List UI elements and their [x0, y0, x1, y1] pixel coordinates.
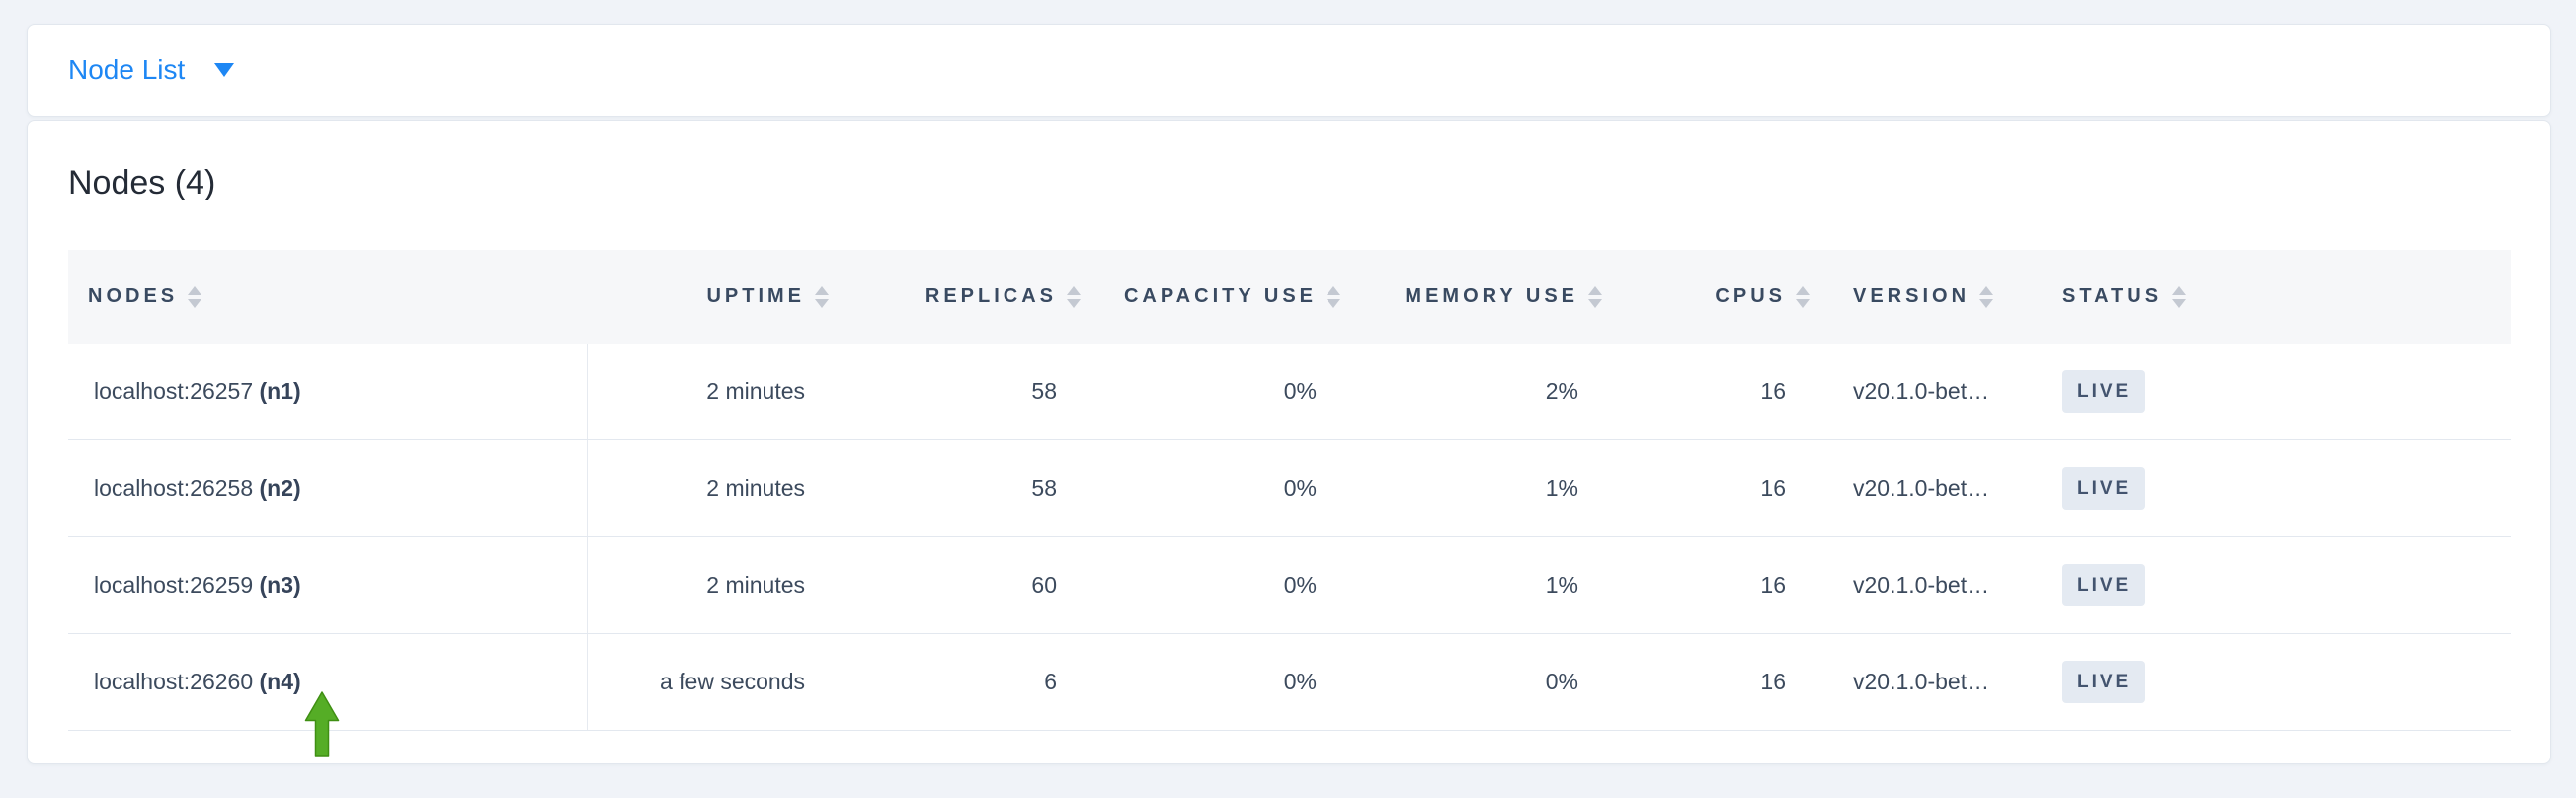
column-header-replicas[interactable]: REPLICAS	[841, 250, 1092, 344]
node-id: (n4)	[259, 669, 301, 694]
sort-icon[interactable]	[1979, 285, 1994, 308]
capacity_use-cell: 0%	[1092, 439, 1352, 537]
column-header-cpus[interactable]: CPUS	[1614, 250, 1821, 344]
sort-icon[interactable]	[1067, 285, 1081, 308]
status-cell: LIVE	[2031, 344, 2511, 440]
uptime-cell: a few seconds	[587, 633, 841, 731]
table-row: localhost:26260 (n4) a few seconds 6 0% 0% 16…	[68, 633, 2511, 731]
capacity_use-cell: 0%	[1092, 536, 1352, 634]
sort-icon[interactable]	[2172, 285, 2187, 308]
column-label-memory_use: MEMORY USE	[1405, 285, 1578, 307]
status-badge: LIVE	[2062, 467, 2146, 510]
table-body: localhost:26257 (n1) 2 minutes 58 0% 2% 16 v20…	[68, 344, 2511, 731]
column-header-version[interactable]: VERSION	[1821, 250, 2031, 344]
column-header-nodes[interactable]: NODES	[68, 250, 587, 344]
column-label-version: VERSION	[1853, 285, 1971, 307]
memory_use-cell: 1%	[1352, 439, 1614, 537]
uptime-cell: 2 minutes	[587, 344, 841, 440]
view-selector-bar: Node List	[27, 24, 2551, 117]
replicas-cell: 60	[841, 536, 1092, 634]
memory_use-cell: 0%	[1352, 633, 1614, 731]
column-header-uptime[interactable]: UPTIME	[587, 250, 841, 344]
version-cell: v20.1.0-bet…	[1821, 536, 2031, 634]
replicas-cell: 58	[841, 439, 1092, 537]
caret-down-icon	[214, 63, 235, 77]
column-header-status[interactable]: STATUS	[2031, 250, 2511, 344]
node-address-cell[interactable]: localhost:26259 (n3)	[68, 536, 588, 634]
table-row: localhost:26257 (n1) 2 minutes 58 0% 2% 16 v20…	[68, 344, 2511, 440]
memory_use-cell: 2%	[1352, 344, 1614, 440]
sort-icon[interactable]	[188, 285, 202, 308]
table-row: localhost:26259 (n3) 2 minutes 60 0% 1% 16 v20…	[68, 536, 2511, 634]
uptime-cell: 2 minutes	[587, 536, 841, 634]
uptime-cell: 2 minutes	[587, 439, 841, 537]
version-cell: v20.1.0-bet…	[1821, 633, 2031, 731]
table-header-row: NODES UPTIME REPLICAS CAPACITY USE MEMORY US…	[68, 250, 2511, 344]
node-id: (n3)	[259, 572, 301, 598]
node-id: (n2)	[259, 475, 301, 501]
cpus-cell: 16	[1614, 536, 1821, 634]
status-cell: LIVE	[2031, 536, 2511, 634]
capacity_use-cell: 0%	[1092, 633, 1352, 731]
cpus-cell: 16	[1614, 439, 1821, 537]
node-address: localhost:26260	[94, 669, 260, 694]
column-header-capacity_use[interactable]: CAPACITY USE	[1092, 250, 1352, 344]
nodes-panel: Nodes (4) NODES UPTIME REPLICAS CAPACITY US…	[27, 120, 2551, 764]
status-badge: LIVE	[2062, 564, 2146, 606]
status-cell: LIVE	[2031, 633, 2511, 731]
node-address-cell[interactable]: localhost:26260 (n4)	[68, 633, 588, 731]
status-cell: LIVE	[2031, 439, 2511, 537]
column-label-replicas: REPLICAS	[925, 285, 1057, 307]
node-address: localhost:26258	[94, 475, 260, 501]
node-list-dropdown-label: Node List	[68, 54, 186, 85]
node-id: (n1)	[259, 378, 301, 404]
version-cell: v20.1.0-bet…	[1821, 439, 2031, 537]
sort-icon[interactable]	[815, 285, 829, 308]
column-header-memory_use[interactable]: MEMORY USE	[1352, 250, 1614, 344]
sort-icon[interactable]	[1588, 285, 1602, 308]
cpus-cell: 16	[1614, 344, 1821, 440]
cpus-cell: 16	[1614, 633, 1821, 731]
memory_use-cell: 1%	[1352, 536, 1614, 634]
version-cell: v20.1.0-bet…	[1821, 344, 2031, 440]
node-list-dropdown[interactable]: Node List	[68, 54, 235, 85]
node-address-cell[interactable]: localhost:26257 (n1)	[68, 344, 588, 440]
capacity_use-cell: 0%	[1092, 344, 1352, 440]
column-label-nodes: NODES	[88, 285, 179, 307]
status-badge: LIVE	[2062, 370, 2146, 413]
column-label-cpus: CPUS	[1715, 285, 1786, 307]
column-label-uptime: UPTIME	[706, 285, 805, 307]
sort-icon[interactable]	[1327, 285, 1340, 308]
status-badge: LIVE	[2062, 661, 2146, 703]
node-address: localhost:26257	[94, 378, 260, 404]
page-title: Nodes (4)	[68, 164, 216, 201]
column-label-status: STATUS	[2062, 285, 2163, 307]
nodes-table: NODES UPTIME REPLICAS CAPACITY USE MEMORY US…	[68, 250, 2511, 731]
sort-icon[interactable]	[1796, 285, 1810, 308]
table-row: localhost:26258 (n2) 2 minutes 58 0% 1% 16 v20…	[68, 439, 2511, 537]
node-address: localhost:26259	[94, 572, 260, 598]
column-label-capacity_use: CAPACITY USE	[1123, 285, 1317, 307]
replicas-cell: 6	[841, 633, 1092, 731]
node-address-cell[interactable]: localhost:26258 (n2)	[68, 439, 588, 537]
replicas-cell: 58	[841, 344, 1092, 440]
